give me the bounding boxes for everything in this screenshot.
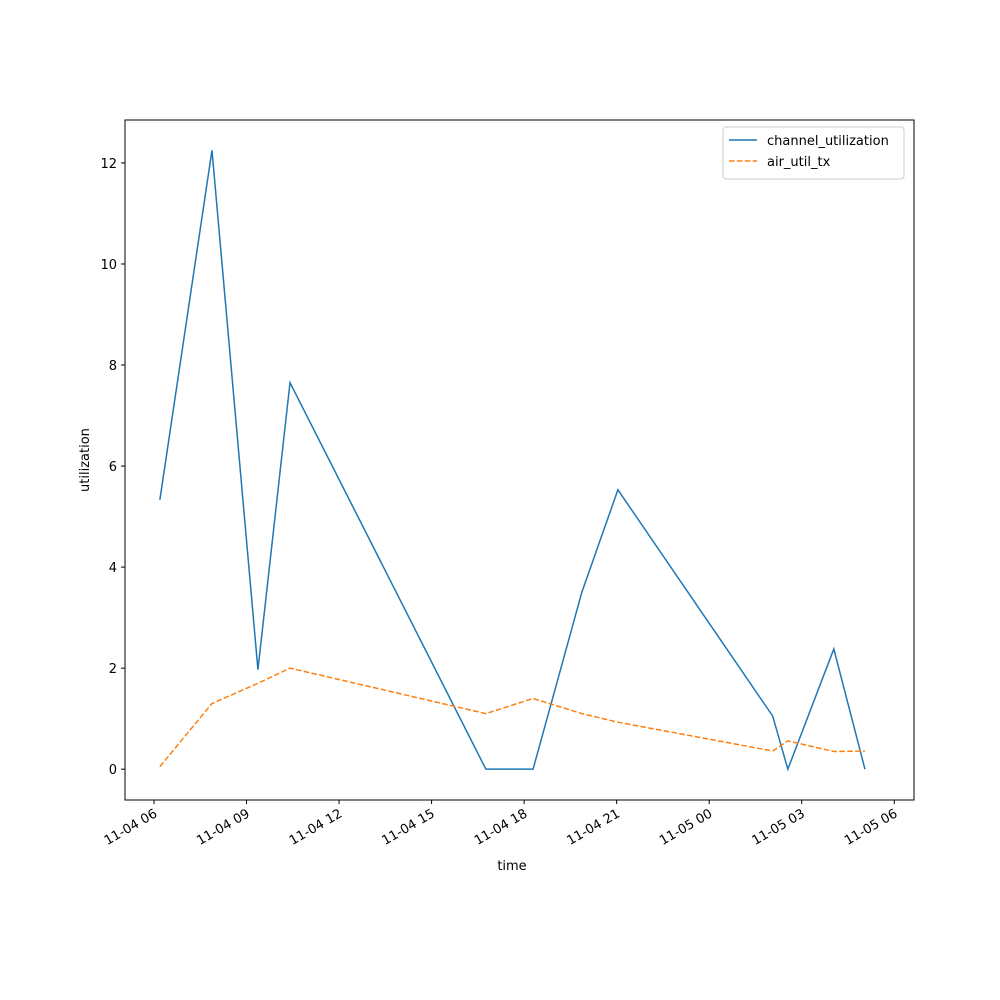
y-tick-label: 0 [109, 763, 117, 778]
x-tick-label: 11-04 15 [379, 806, 437, 848]
x-axis-label: time [497, 859, 526, 874]
x-tick-label: 11-04 21 [565, 806, 623, 848]
y-tick-label: 2 [109, 662, 117, 677]
x-tick-label: 11-05 00 [657, 806, 715, 848]
y-axis-label: utilization [78, 428, 93, 492]
plot-frame [124, 119, 915, 801]
y-tick-label: 8 [109, 359, 117, 374]
y-tick-label: 6 [109, 460, 117, 475]
legend-label: channel_utilization [767, 134, 889, 149]
x-tick-label: 11-04 06 [102, 806, 160, 848]
legend-label: air_util_tx [767, 155, 831, 170]
y-tick-label: 12 [100, 157, 117, 172]
x-tick-label: 11-04 12 [287, 806, 345, 848]
x-tick-label: 11-05 03 [750, 806, 808, 848]
y-tick-label: 10 [100, 258, 117, 273]
line-series [159, 667, 865, 768]
x-tick-label: 11-04 18 [472, 806, 530, 848]
x-tick-label: 11-05 06 [842, 806, 900, 848]
y-tick-label: 4 [109, 561, 117, 576]
line-series [159, 150, 866, 772]
x-tick-label: 11-04 09 [194, 806, 252, 848]
legend-box [722, 126, 905, 180]
